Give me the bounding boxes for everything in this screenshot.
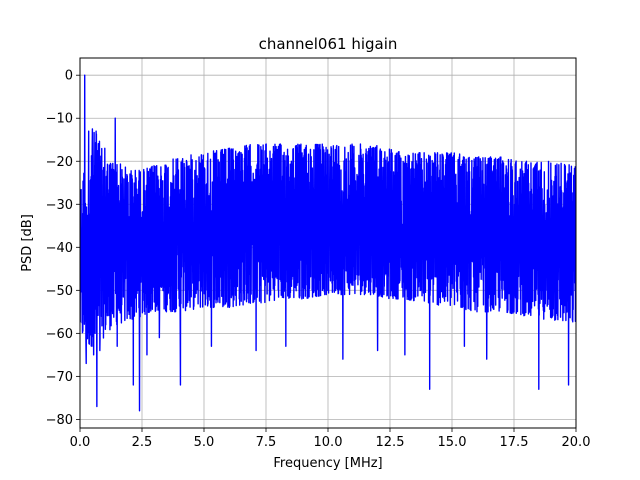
y-tick-label: −40 — [46, 241, 73, 256]
x-tick-label: 15.0 — [438, 435, 467, 450]
x-tick-label: 7.5 — [256, 435, 277, 450]
x-tick-label: 5.0 — [194, 435, 215, 450]
y-tick-label: 0 — [65, 69, 73, 84]
y-tick-label: −80 — [46, 413, 73, 428]
y-tick-label: −60 — [46, 327, 73, 342]
x-tick-label: 2.5 — [132, 435, 153, 450]
x-tick-label: 17.5 — [500, 435, 529, 450]
psd-series-line — [80, 74, 576, 412]
chart-title: channel061 higain — [259, 35, 398, 53]
y-tick-label: −70 — [46, 370, 73, 385]
x-tick-label: 0.0 — [70, 435, 91, 450]
x-axis: 0.0 2.5 5.0 7.5 10.0 12.5 15.0 17.5 20.0 — [70, 428, 591, 450]
x-tick-label: 12.5 — [376, 435, 405, 450]
y-tick-label: −10 — [46, 112, 73, 127]
x-tick-label: 20.0 — [562, 435, 591, 450]
y-axis: 0 −10 −20 −30 −40 −50 −60 −70 −80 — [46, 69, 80, 428]
y-tick-label: −20 — [46, 155, 73, 170]
y-tick-label: −50 — [46, 284, 73, 299]
x-axis-label: Frequency [MHz] — [273, 456, 382, 471]
x-tick-label: 10.0 — [314, 435, 343, 450]
y-tick-label: −30 — [46, 198, 73, 213]
plot-content — [80, 74, 576, 412]
y-axis-label: PSD [dB] — [20, 214, 35, 272]
